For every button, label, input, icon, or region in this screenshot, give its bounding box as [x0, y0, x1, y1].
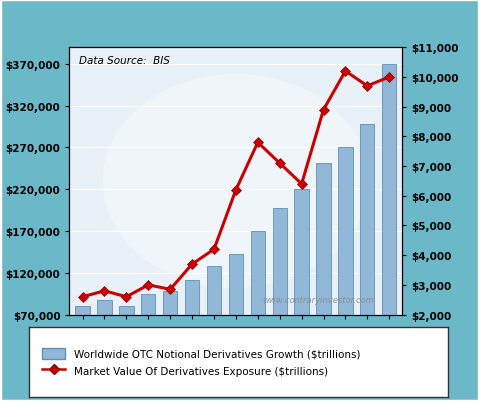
Bar [163, 292, 177, 373]
Bar [338, 148, 353, 373]
Text: 1H: 1H [163, 326, 178, 336]
Bar [251, 231, 265, 373]
Text: 01: 01 [185, 333, 199, 343]
Text: 99: 99 [76, 333, 90, 343]
Text: 02: 02 [207, 333, 221, 343]
Bar [185, 281, 199, 373]
Text: 1H: 1H [294, 326, 309, 336]
Bar [141, 294, 155, 373]
Bar [382, 65, 396, 373]
Bar [119, 306, 134, 373]
Text: 06: 06 [382, 333, 396, 343]
Text: 2H: 2H [97, 326, 112, 336]
Text: 2H: 2H [141, 326, 156, 336]
Text: 1H: 1H [75, 326, 90, 336]
Text: 04: 04 [295, 333, 308, 343]
Text: 03: 03 [251, 333, 264, 343]
Text: Data Source:  BIS: Data Source: BIS [80, 56, 171, 66]
Text: 00: 00 [120, 333, 133, 343]
Bar [273, 209, 287, 373]
Bar [207, 266, 221, 373]
Text: 2H: 2H [185, 326, 200, 336]
Legend: Worldwide OTC Notional Derivatives Growth ($trillions), Market Value Of Derivati: Worldwide OTC Notional Derivatives Growt… [38, 344, 364, 380]
Text: 04: 04 [317, 333, 330, 343]
Text: 2H: 2H [228, 326, 243, 336]
Bar [295, 190, 309, 373]
Bar [76, 306, 90, 373]
Bar [360, 125, 375, 373]
Text: 1H: 1H [382, 326, 397, 336]
Text: 05: 05 [339, 333, 352, 343]
Bar [317, 164, 331, 373]
Text: 00: 00 [142, 333, 155, 343]
Text: 1H: 1H [251, 326, 265, 336]
Bar [97, 300, 112, 373]
Text: 99: 99 [98, 333, 111, 343]
Bar [229, 255, 243, 373]
Text: 01: 01 [163, 333, 177, 343]
Ellipse shape [103, 75, 369, 288]
Text: 03: 03 [273, 333, 286, 343]
Text: 1H: 1H [119, 326, 134, 336]
Text: 1H: 1H [206, 326, 221, 336]
Text: 2H: 2H [316, 326, 331, 336]
Text: 02: 02 [229, 333, 243, 343]
Text: 2H: 2H [272, 326, 287, 336]
Text: www.contraryinvestor.com: www.contraryinvestor.com [262, 295, 375, 304]
Text: 1H: 1H [338, 326, 353, 336]
Text: 2H: 2H [360, 326, 375, 336]
Text: 05: 05 [361, 333, 374, 343]
